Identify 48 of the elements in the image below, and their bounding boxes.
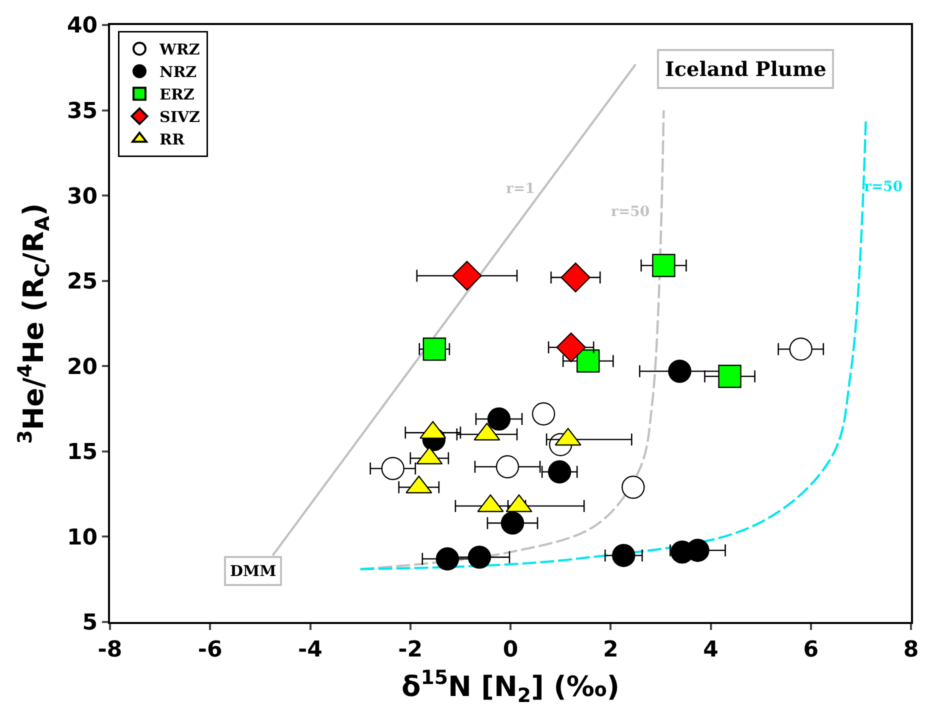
annotation: r=50 [864,179,903,195]
point [576,349,600,373]
legend-label: WRZ [158,40,200,59]
x-tick-label: -4 [298,637,322,662]
x-tick-label: -6 [198,637,222,662]
x-tick-label: -2 [398,637,423,662]
y-tick-label: 40 [66,14,98,39]
legend-label: RR [160,130,185,149]
x-tick-label: 0 [502,637,518,662]
x-axis-title: δ$^{15}$N [N$_{2}$] (‰) [401,666,620,707]
point [381,456,404,480]
y-tick-label: 25 [66,270,98,295]
point [622,476,645,499]
point [468,546,492,569]
annotation: Iceland Plume [665,57,826,81]
point [668,360,692,383]
point [612,544,636,568]
annotation: r=1 [506,181,535,197]
legend-label: SIVZ [160,108,200,126]
y-tick-label: 35 [66,98,98,124]
x-tick-label: 8 [903,637,919,662]
x-tick-label: -8 [98,637,122,662]
point [452,260,482,291]
point [436,547,460,570]
x-tick-label: 6 [803,637,819,662]
point [500,511,524,535]
point [718,364,742,388]
y-tick-label: 20 [66,354,98,380]
annotation: r=50 [611,204,650,220]
point [560,262,590,292]
point [487,407,511,431]
point [532,402,556,426]
x-tick-label: 4 [703,637,718,662]
point [652,254,676,278]
point [548,460,572,484]
y-tick-label: 10 [66,525,98,550]
point [556,332,586,362]
point [496,455,520,478]
point [789,337,812,361]
legend-label: ERZ [160,86,194,104]
y-tick-label: 30 [66,184,98,210]
annotation: DMM [230,562,276,580]
y-tick-label: 5 [82,610,98,636]
line-series [359,109,665,570]
x-tick-label: 2 [602,637,618,662]
legend-label: NRZ [160,63,197,82]
point [422,337,446,361]
y-tick-label: 15 [66,440,98,466]
